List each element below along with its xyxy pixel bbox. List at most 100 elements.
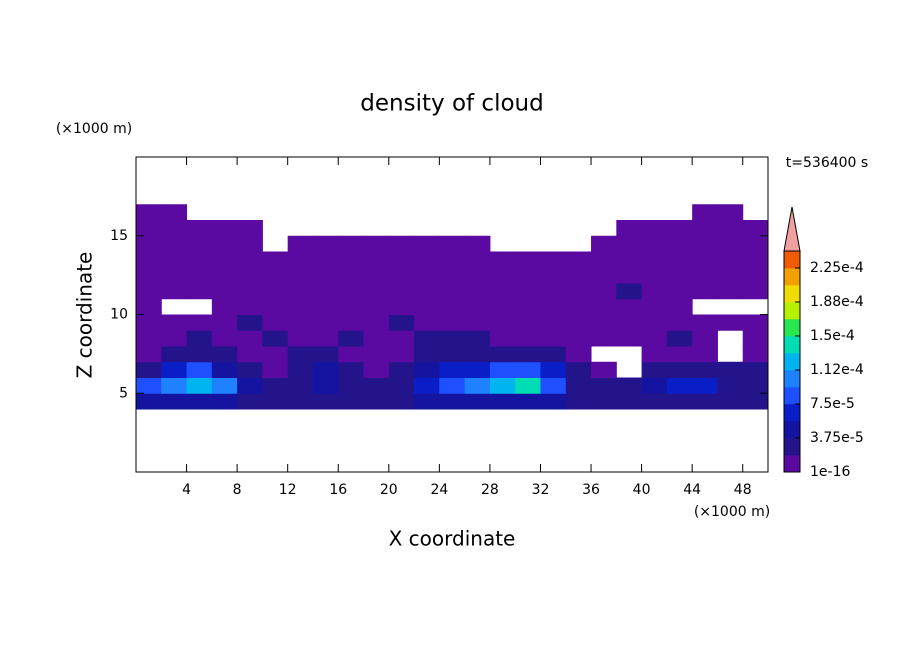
contour-cell (515, 298, 541, 315)
contour-cell (692, 377, 718, 394)
contour-cell (591, 314, 617, 331)
contour-cell (363, 267, 390, 284)
contour-cell (742, 346, 769, 363)
contour-cell (414, 251, 440, 268)
contour-cell (414, 330, 440, 347)
contour-cell (211, 235, 238, 252)
x-tick-label: 24 (430, 482, 448, 498)
contour-cell (338, 298, 365, 315)
contour-cell (565, 346, 592, 363)
contour-cell (161, 235, 188, 252)
chart-title: density of cloud (360, 91, 543, 117)
contour-cell (287, 330, 314, 347)
contour-cell (591, 361, 617, 378)
contour-cell (565, 361, 592, 378)
contour-cell (591, 251, 617, 268)
contour-cell (439, 377, 466, 394)
contour-cell (742, 393, 769, 410)
x-tick-label: 8 (233, 482, 242, 498)
contour-cell (692, 283, 718, 300)
contour-cell (186, 346, 213, 363)
contour-cell (591, 330, 617, 347)
x-tick-label: 44 (683, 482, 701, 498)
contour-cell (211, 251, 238, 268)
contour-cell (338, 235, 365, 252)
contour-cell (237, 235, 263, 252)
contour-cell (717, 377, 744, 394)
contour-cell (641, 377, 668, 394)
contour-cell (641, 361, 668, 378)
contour-cell (186, 220, 213, 237)
contour-cell (136, 330, 162, 347)
contour-cell (489, 314, 516, 331)
contour-cell (338, 283, 365, 300)
contour-cell (742, 377, 769, 394)
contour-cell (262, 267, 289, 284)
colorbar-band (784, 285, 800, 303)
contour-cell (692, 346, 718, 363)
contour-cell (136, 220, 162, 237)
contour-cell (515, 377, 541, 394)
contour-cell (489, 346, 516, 363)
colorbar-band (784, 302, 800, 320)
contour-cell (338, 251, 365, 268)
x-tick-label: 4 (182, 482, 191, 498)
contour-cell (262, 314, 289, 331)
contour-cell (717, 283, 744, 300)
contour-cell (287, 298, 314, 315)
contour-cell (439, 283, 466, 300)
x-tick-label: 48 (734, 482, 752, 498)
contour-cell (540, 346, 567, 363)
y-tick-label: 10 (110, 307, 128, 323)
contour-cell (565, 314, 592, 331)
contour-cell (616, 377, 643, 394)
contour-cell (692, 267, 718, 284)
contour-cell (616, 314, 643, 331)
contour-cell (515, 346, 541, 363)
contour-cell (136, 346, 162, 363)
colorbar-band (784, 319, 800, 337)
contour-cell (616, 298, 643, 315)
contour-cell (641, 298, 668, 315)
contour-cell (591, 393, 617, 410)
contour-cell (489, 393, 516, 410)
contour-cell (717, 235, 744, 252)
y-tick-label: 5 (119, 385, 128, 401)
contour-cell (565, 251, 592, 268)
time-label: t=536400 s (786, 155, 868, 171)
contour-cell (312, 361, 339, 378)
contour-cell (464, 298, 491, 315)
contour-cell (211, 393, 238, 410)
contour-cell (515, 267, 541, 284)
contour-cell (641, 220, 668, 237)
contour-cell (312, 298, 339, 315)
colorbar-over (783, 206, 801, 252)
contour-cell (439, 393, 466, 410)
contour-cell (641, 235, 668, 252)
contour-cell (363, 283, 390, 300)
contour-cell (439, 235, 466, 252)
contour-cell (540, 377, 567, 394)
contour-cell (388, 314, 415, 331)
contour-cell (211, 298, 238, 315)
colorbar-tick-label: 1e-16 (810, 464, 850, 480)
contour-cell (414, 361, 440, 378)
contour-cell (338, 393, 365, 410)
colorbar-band (784, 336, 800, 354)
contour-cell (262, 251, 289, 268)
contour-cell (262, 393, 289, 410)
contour-cell (591, 283, 617, 300)
contour-cell (616, 235, 643, 252)
contour-cell (641, 346, 668, 363)
contour-cell (666, 283, 693, 300)
contour-cell (363, 251, 390, 268)
contour-cell (186, 377, 213, 394)
contour-cell (717, 204, 744, 221)
contour-cell (262, 298, 289, 315)
contour-cell (237, 330, 263, 347)
contour-cell (312, 267, 339, 284)
contour-cell (136, 377, 162, 394)
contour-cell (515, 251, 541, 268)
colorbar-band (784, 421, 800, 439)
contour-cell (136, 267, 162, 284)
